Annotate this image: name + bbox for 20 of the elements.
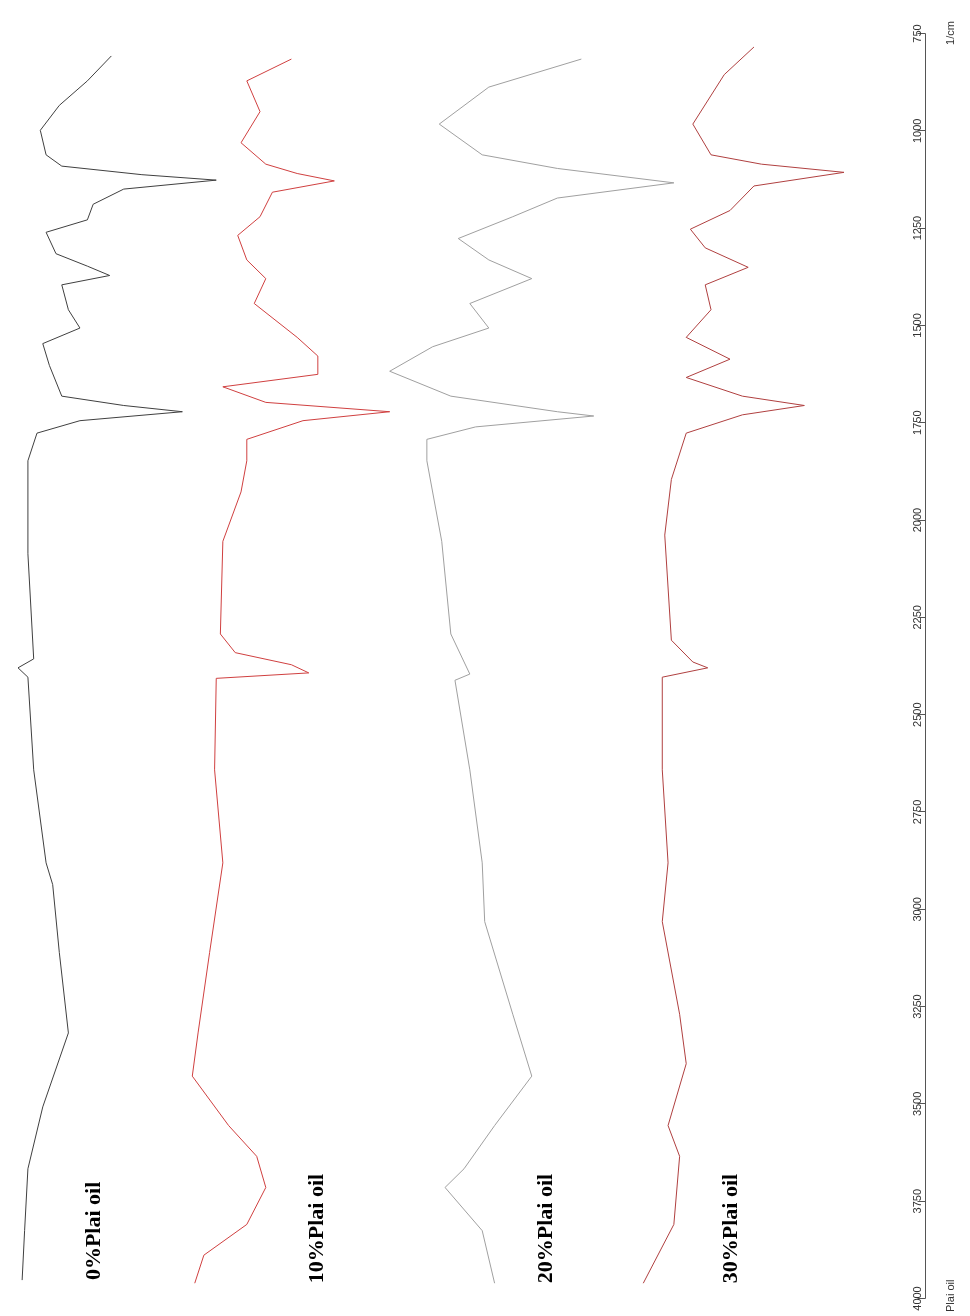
y-tick-label: 2750: [910, 799, 923, 825]
y-tick-label: 3250: [910, 994, 923, 1019]
y-tick-label: 2000: [910, 507, 923, 533]
text: 30%Plai oil: [716, 1173, 742, 1284]
y-axis-title: 1/cm: [944, 21, 956, 45]
text: 0%Plai oil: [79, 1181, 105, 1281]
text: 10%Plai oil: [302, 1173, 328, 1284]
text: 20%Plai oil: [531, 1173, 557, 1284]
text: Plai oil: [944, 1279, 956, 1312]
y-tick-label: 3750: [910, 1188, 923, 1214]
y-tick-label: 2500: [910, 702, 923, 727]
y-tick-label: 4000: [910, 1286, 923, 1311]
y-tick-label: 3500: [910, 1091, 923, 1117]
y-tick-label: 3000: [910, 897, 923, 922]
y-tick-label: 2250: [910, 605, 923, 630]
y-tick-label: 1250: [910, 215, 923, 241]
y-tick-label: 1000: [910, 118, 923, 144]
y-tick-label: 1500: [910, 313, 923, 338]
y-tick-label: 750: [910, 24, 923, 43]
y-tick-label: 1750: [910, 410, 923, 435]
